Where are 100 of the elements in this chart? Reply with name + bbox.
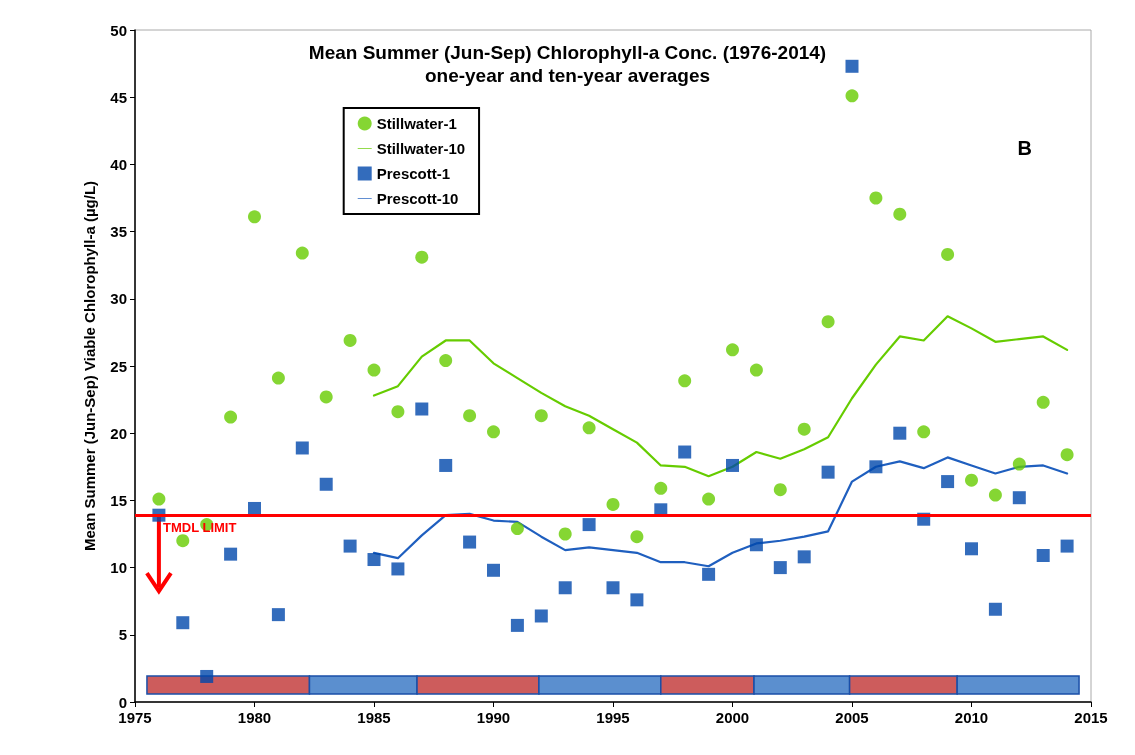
point bbox=[558, 527, 572, 541]
point bbox=[319, 390, 333, 404]
point bbox=[702, 492, 716, 506]
x-tick-label: 1975 bbox=[118, 709, 152, 726]
point bbox=[869, 460, 883, 474]
point bbox=[965, 473, 978, 487]
point bbox=[821, 465, 835, 479]
x-tick-label: 2000 bbox=[715, 709, 750, 726]
point bbox=[534, 609, 548, 623]
text: one-year and ten-year averages bbox=[424, 65, 711, 86]
point bbox=[941, 247, 955, 261]
point bbox=[463, 409, 477, 423]
y-tick-label: 20 bbox=[110, 424, 127, 442]
point bbox=[295, 246, 309, 260]
x-tick-label: 1995 bbox=[596, 709, 630, 726]
point bbox=[415, 250, 429, 264]
point bbox=[200, 669, 214, 683]
point bbox=[821, 315, 835, 329]
point bbox=[439, 354, 453, 368]
point bbox=[224, 547, 238, 561]
point bbox=[606, 581, 620, 595]
point bbox=[702, 567, 716, 581]
point bbox=[1012, 457, 1026, 471]
text: Mean Summer (Jun-Sep) Chlorophyll-a Conc. (1976-2014) bbox=[308, 42, 827, 63]
point bbox=[510, 522, 524, 536]
point bbox=[582, 421, 596, 435]
point bbox=[176, 534, 190, 548]
point bbox=[487, 425, 500, 439]
point bbox=[749, 538, 763, 552]
point bbox=[224, 410, 238, 424]
y-tick-label: 45 bbox=[110, 88, 127, 106]
point bbox=[606, 497, 620, 511]
point bbox=[152, 492, 166, 506]
point bbox=[749, 363, 763, 377]
point bbox=[988, 488, 1002, 502]
point bbox=[941, 475, 955, 489]
y-tick-label: 35 bbox=[110, 223, 127, 241]
point bbox=[654, 481, 668, 495]
point bbox=[988, 602, 1002, 616]
point bbox=[917, 425, 931, 439]
point bbox=[869, 191, 883, 205]
x-tick-label: 1985 bbox=[357, 709, 391, 726]
point bbox=[271, 608, 285, 622]
point bbox=[248, 210, 261, 224]
point bbox=[797, 422, 811, 436]
point bbox=[965, 542, 978, 556]
x-tick-label: 1990 bbox=[476, 709, 511, 726]
legend-label: Prescott-10 bbox=[376, 190, 459, 207]
point bbox=[534, 409, 548, 423]
point bbox=[845, 89, 859, 103]
y-tick-label: 50 bbox=[110, 21, 127, 39]
y-tick-label: 40 bbox=[110, 155, 127, 173]
point bbox=[678, 374, 692, 388]
point bbox=[797, 550, 811, 564]
y-axis-title: Mean Summer (Jun-Sep) Viable Chlorophyll-a (µg/L) bbox=[81, 180, 98, 552]
legend-label: Stillwater-1 bbox=[376, 115, 457, 132]
legend-label: Prescott-1 bbox=[376, 165, 451, 182]
y-tick-label: 30 bbox=[110, 290, 127, 308]
point bbox=[845, 59, 859, 73]
point bbox=[1012, 491, 1026, 505]
y-tick-label: 25 bbox=[110, 357, 127, 375]
point bbox=[176, 616, 190, 630]
point bbox=[367, 553, 381, 567]
point bbox=[391, 562, 405, 576]
point bbox=[295, 441, 309, 455]
point bbox=[893, 426, 907, 440]
line-series bbox=[372, 315, 1069, 478]
x-tick-label: 2015 bbox=[1074, 709, 1108, 726]
point bbox=[773, 483, 787, 497]
point bbox=[487, 563, 500, 577]
y-tick-label: 15 bbox=[110, 491, 127, 509]
point bbox=[319, 477, 333, 491]
y-tick-label: 10 bbox=[110, 559, 127, 577]
x-tick-label: 1980 bbox=[237, 709, 272, 726]
point bbox=[1036, 549, 1050, 562]
point bbox=[773, 561, 787, 575]
point bbox=[248, 501, 261, 515]
point bbox=[463, 535, 477, 549]
point bbox=[343, 333, 357, 347]
point bbox=[1060, 539, 1074, 553]
point bbox=[893, 207, 907, 221]
point bbox=[630, 530, 644, 544]
point bbox=[726, 458, 739, 472]
point bbox=[726, 343, 739, 357]
point bbox=[510, 618, 524, 632]
point bbox=[415, 402, 429, 416]
point bbox=[271, 371, 285, 385]
x-tick-label: 2010 bbox=[954, 709, 989, 726]
point bbox=[439, 458, 453, 472]
point bbox=[558, 581, 572, 595]
legend-label: Stillwater-10 bbox=[376, 140, 466, 157]
point bbox=[630, 593, 644, 607]
y-tick-label: 5 bbox=[118, 626, 127, 644]
point bbox=[391, 405, 405, 419]
ref-line-label: TMDL LIMIT bbox=[163, 520, 237, 536]
y-tick-label: 0 bbox=[118, 693, 127, 711]
point bbox=[582, 518, 596, 532]
point bbox=[367, 363, 381, 377]
point bbox=[343, 539, 357, 553]
point bbox=[1060, 448, 1074, 462]
